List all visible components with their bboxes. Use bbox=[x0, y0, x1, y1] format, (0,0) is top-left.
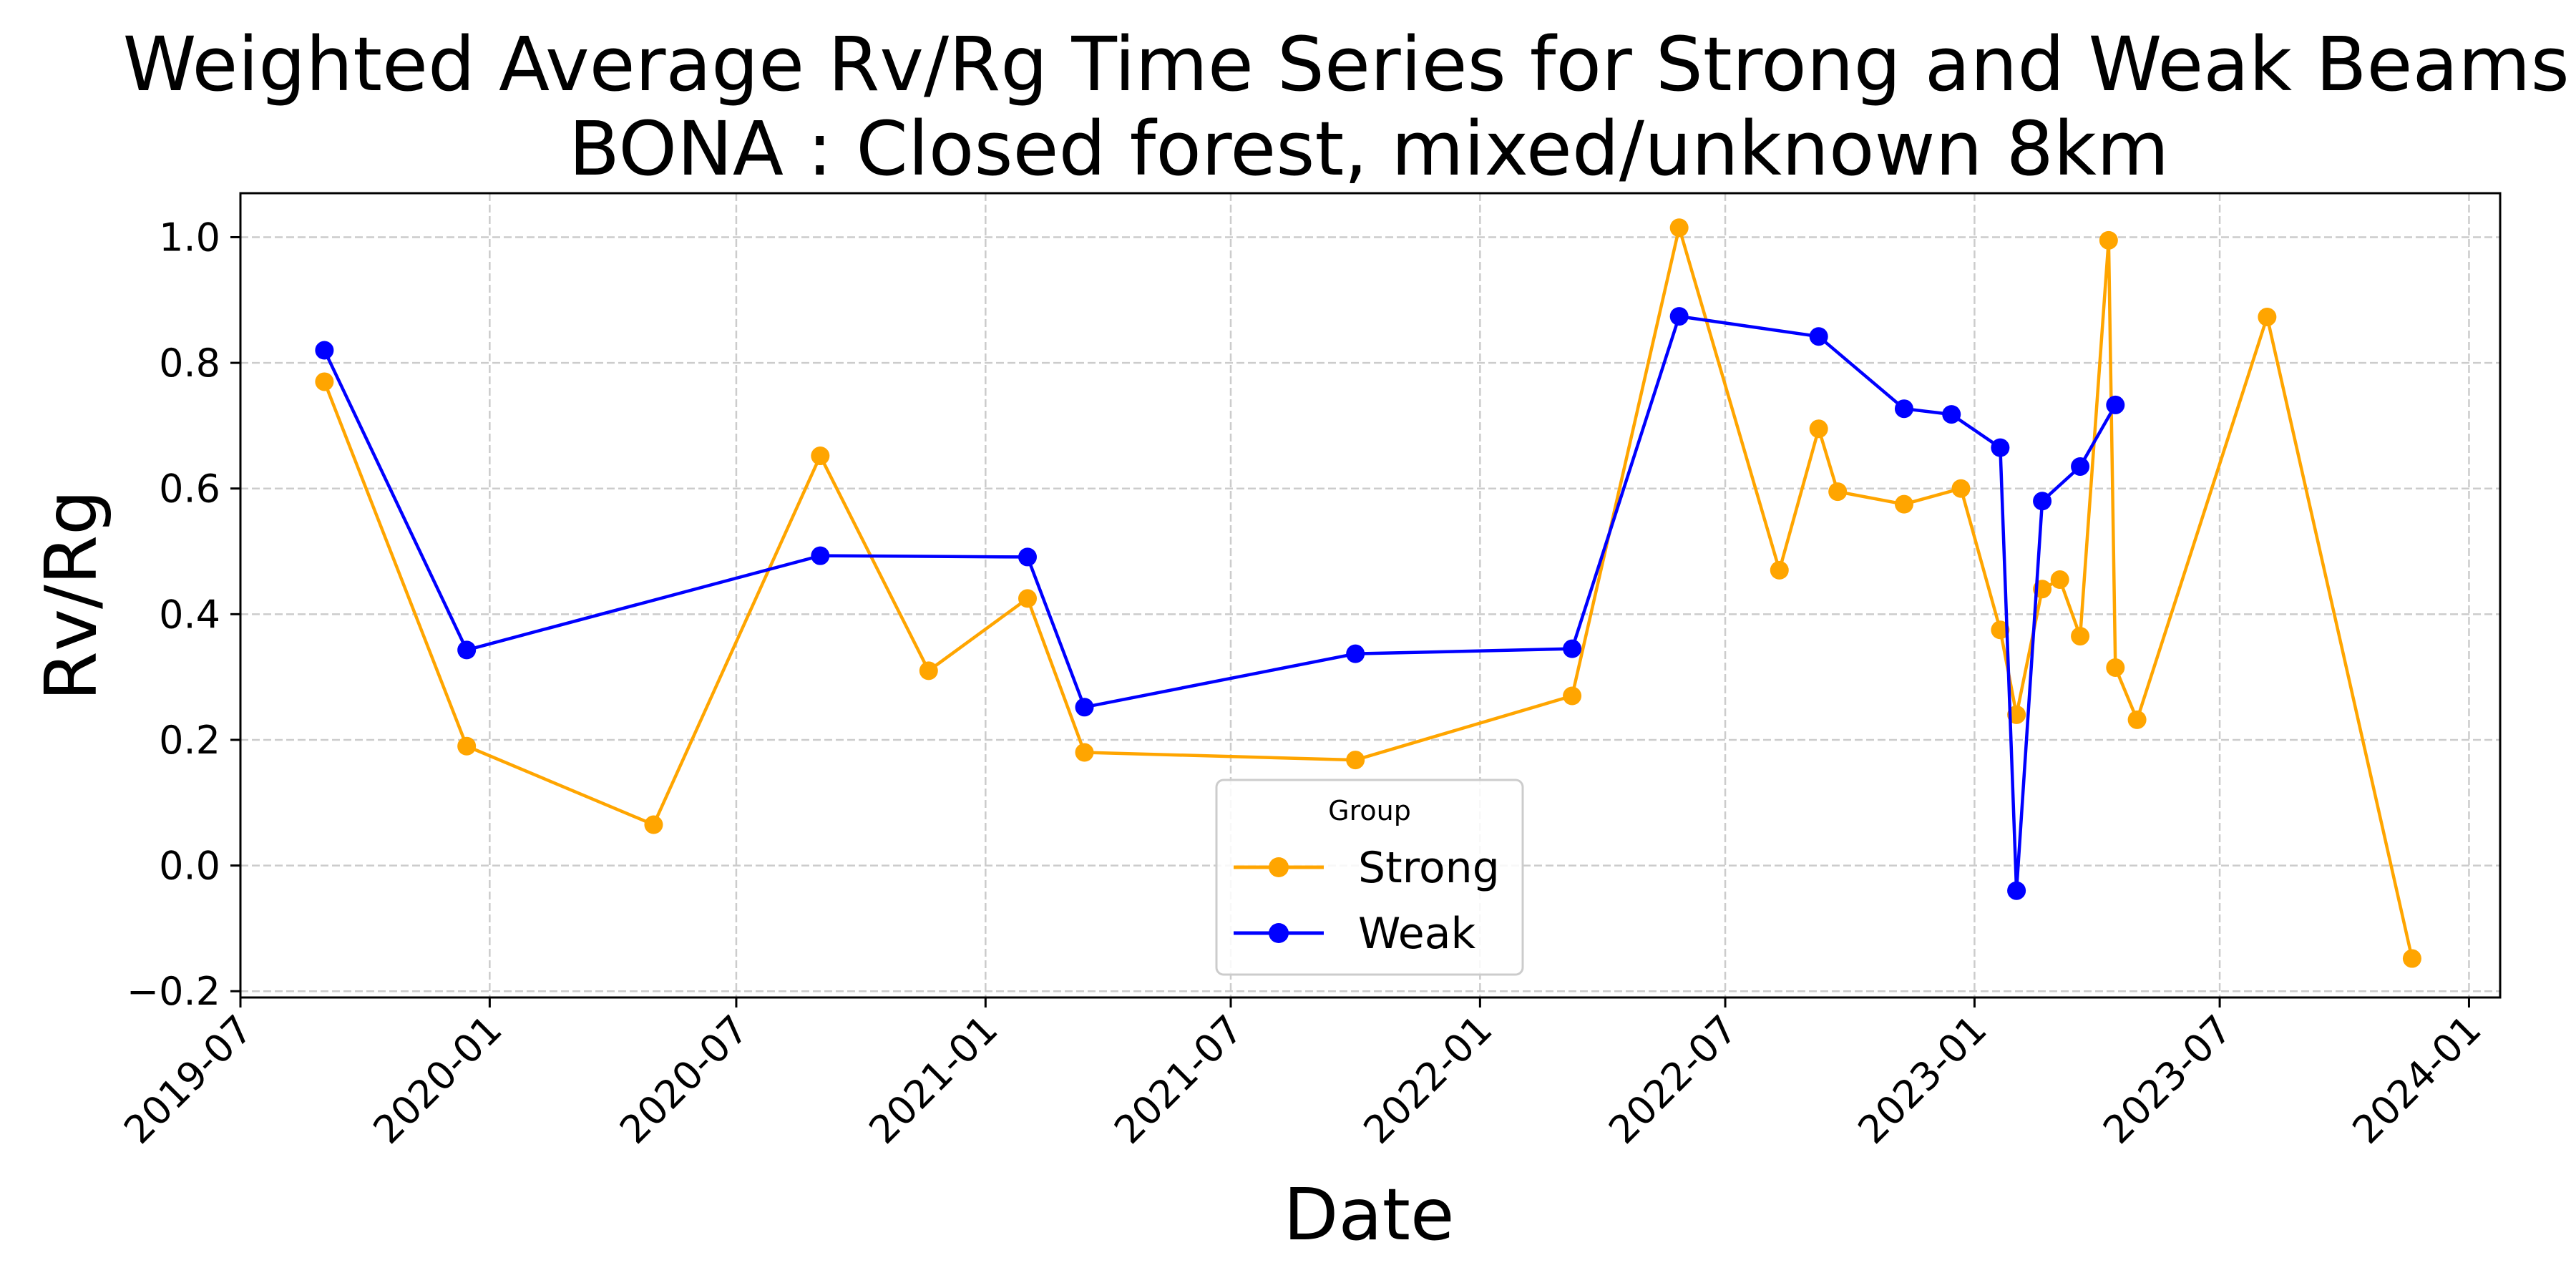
data-point-weak bbox=[2033, 492, 2052, 511]
data-point-weak bbox=[1563, 639, 1582, 658]
data-point-strong bbox=[1018, 589, 1037, 608]
data-point-strong bbox=[457, 736, 477, 756]
data-point-strong bbox=[2127, 710, 2147, 729]
x-tick-label: 2020-01 bbox=[364, 1007, 510, 1153]
data-point-strong bbox=[1991, 620, 2010, 640]
data-point-strong bbox=[811, 447, 830, 466]
series-layer bbox=[315, 218, 2421, 968]
data-point-strong bbox=[2071, 627, 2090, 646]
data-point-strong bbox=[2106, 658, 2125, 677]
x-tick-label: 2022-01 bbox=[1355, 1007, 1501, 1153]
data-point-weak bbox=[1991, 438, 2010, 457]
data-point-strong bbox=[2050, 570, 2069, 590]
data-point-strong bbox=[2258, 307, 2277, 326]
data-point-weak bbox=[1942, 405, 1961, 424]
data-point-strong bbox=[1951, 479, 1971, 498]
data-point-strong bbox=[1770, 560, 1789, 580]
data-point-strong bbox=[2099, 230, 2118, 250]
grid bbox=[239, 193, 2500, 997]
data-point-strong bbox=[1669, 218, 1689, 238]
data-point-weak bbox=[2071, 457, 2090, 476]
data-point-strong bbox=[1075, 743, 1094, 762]
data-point-strong bbox=[1563, 686, 1582, 706]
x-tick-label: 2021-07 bbox=[1106, 1007, 1252, 1153]
data-point-strong bbox=[2007, 705, 2026, 724]
data-point-weak bbox=[1894, 399, 1913, 419]
x-tick-label: 2022-07 bbox=[1600, 1007, 1746, 1153]
data-point-weak bbox=[2106, 395, 2125, 414]
chart-title-line-2: BONA : Closed forest, mixed/unknown 8km bbox=[569, 105, 2170, 192]
data-point-strong bbox=[315, 372, 334, 391]
x-tick-label: 2020-07 bbox=[611, 1007, 757, 1153]
data-point-weak bbox=[1669, 307, 1689, 326]
x-axis: 2019-07 2020-01 2020-07 2021-01 2021-07 2022-… bbox=[115, 997, 2490, 1153]
x-axis-label: Date bbox=[1283, 1173, 1454, 1257]
data-point-weak bbox=[315, 341, 334, 360]
y-axis-label: Rv/Rg bbox=[29, 489, 113, 701]
x-tick-label: 2021-01 bbox=[860, 1007, 1006, 1153]
legend-marker-strong bbox=[1269, 857, 1289, 877]
data-point-weak bbox=[1075, 698, 1094, 717]
data-point-weak bbox=[457, 640, 477, 660]
data-point-strong bbox=[644, 815, 663, 834]
data-point-weak bbox=[1809, 327, 1828, 346]
data-point-strong bbox=[1346, 751, 1365, 770]
y-tick-label: 0.0 bbox=[159, 844, 220, 889]
series-line-weak bbox=[323, 314, 2117, 892]
data-point-weak bbox=[1346, 644, 1365, 663]
data-point-strong bbox=[1894, 494, 1913, 514]
y-tick-label: 0.2 bbox=[159, 718, 220, 763]
legend-label-weak: Weak bbox=[1358, 909, 1475, 959]
series-strong bbox=[315, 218, 2421, 968]
legend-marker-weak bbox=[1269, 923, 1289, 943]
x-tick-label: 2019-07 bbox=[115, 1007, 261, 1153]
y-tick-label: −0.2 bbox=[127, 969, 220, 1014]
legend-label-strong: Strong bbox=[1358, 843, 1500, 893]
data-point-weak bbox=[1018, 547, 1037, 567]
data-point-strong bbox=[2402, 949, 2421, 968]
data-point-strong bbox=[919, 661, 938, 680]
y-tick-label: 1.0 bbox=[159, 215, 220, 260]
y-tick-label: 0.8 bbox=[159, 341, 220, 386]
plot-area-frame bbox=[239, 192, 2502, 999]
legend-title: Group bbox=[1328, 795, 1411, 826]
y-tick-label: 0.4 bbox=[159, 592, 220, 637]
x-tick-label: 2023-07 bbox=[2094, 1007, 2240, 1153]
y-axis: −0.2 0.0 0.2 0.4 0.6 0.8 1.0 bbox=[127, 215, 240, 1014]
series-weak bbox=[315, 307, 2125, 900]
data-point-strong bbox=[1809, 419, 1828, 439]
x-tick-label: 2023-01 bbox=[1850, 1007, 1996, 1153]
chart-title-line-1: Weighted Average Rv/Rg Time Series for S… bbox=[123, 21, 2576, 108]
data-point-strong bbox=[1828, 482, 1848, 502]
data-point-weak bbox=[811, 546, 830, 565]
x-tick-label: 2024-01 bbox=[2344, 1007, 2490, 1153]
legend: Group Strong Weak bbox=[1215, 779, 1524, 976]
legend-box bbox=[1215, 779, 1524, 976]
data-point-weak bbox=[2007, 881, 2026, 900]
y-tick-label: 0.6 bbox=[159, 467, 220, 512]
